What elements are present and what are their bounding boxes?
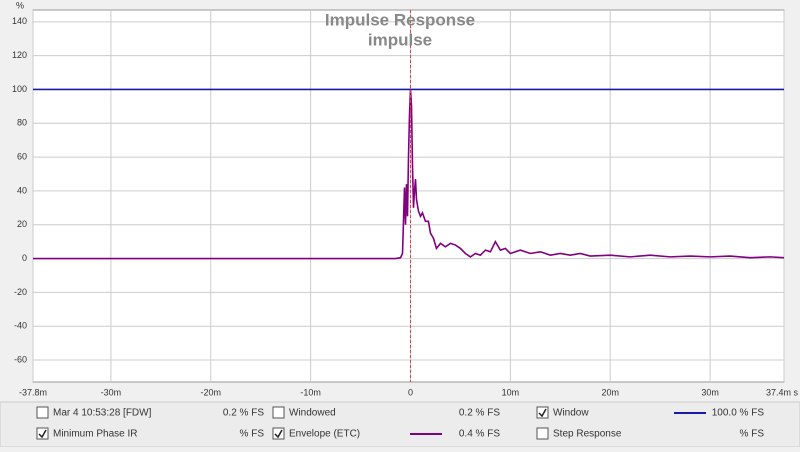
legend-readout: 100.0 % FS [712, 408, 765, 419]
checkbox[interactable] [536, 427, 549, 440]
checkbox[interactable] [272, 406, 285, 419]
x-tick-label: 0 [408, 387, 413, 397]
chart-subtitle: impulse [368, 30, 432, 49]
x-tick-label: -10m [300, 387, 321, 397]
y-tick-label: 120 [12, 50, 27, 60]
checkbox[interactable] [36, 406, 49, 419]
legend-name: Windowed [289, 408, 336, 419]
x-tick-label: 20m [601, 387, 619, 397]
x-tick-label: 10m [502, 387, 520, 397]
checkmark [274, 429, 283, 439]
legend-panel [0, 401, 800, 448]
x-tick-label: 30m [701, 387, 719, 397]
y-tick-label: 100 [12, 84, 27, 94]
x-tick-label: -37.8m [19, 387, 47, 397]
checkmark [538, 408, 547, 418]
y-tick-label: -40 [14, 321, 27, 331]
x-tick-label: 37.4m s [766, 387, 799, 397]
legend-name: Mar 4 10:53:28 [FDW] [53, 408, 152, 419]
checkbox[interactable] [536, 406, 549, 419]
y-tick-label: -60 [14, 354, 27, 364]
y-tick-label: 0 [22, 253, 27, 263]
legend-readout: 0.2 % FS [223, 408, 264, 419]
y-tick-label: 80 [17, 118, 27, 128]
legend-name: Step Response [553, 429, 622, 440]
legend-readout: 0.4 % FS [459, 429, 500, 440]
y-tick-label: 60 [17, 151, 27, 161]
legend-readout: % FS [740, 429, 765, 440]
legend-readout: 0.2 % FS [459, 408, 500, 419]
y-tick-label: 20 [17, 219, 27, 229]
checkbox[interactable] [272, 427, 285, 440]
checkbox[interactable] [36, 427, 49, 440]
chart-title: Impulse Response [325, 10, 475, 29]
x-tick-label: -30m [101, 387, 122, 397]
y-tick-label: -20 [14, 287, 27, 297]
legend-name: Envelope (ETC) [289, 429, 360, 440]
legend-name: Window [553, 408, 589, 419]
legend-name: Minimum Phase IR [53, 429, 137, 440]
y-tick-label: 40 [17, 185, 27, 195]
legend-readout: % FS [240, 429, 265, 440]
checkmark [38, 429, 47, 439]
y-tick-label: 140 [12, 16, 27, 26]
x-tick-label: -20m [201, 387, 222, 397]
y-axis-label: % [16, 0, 24, 10]
